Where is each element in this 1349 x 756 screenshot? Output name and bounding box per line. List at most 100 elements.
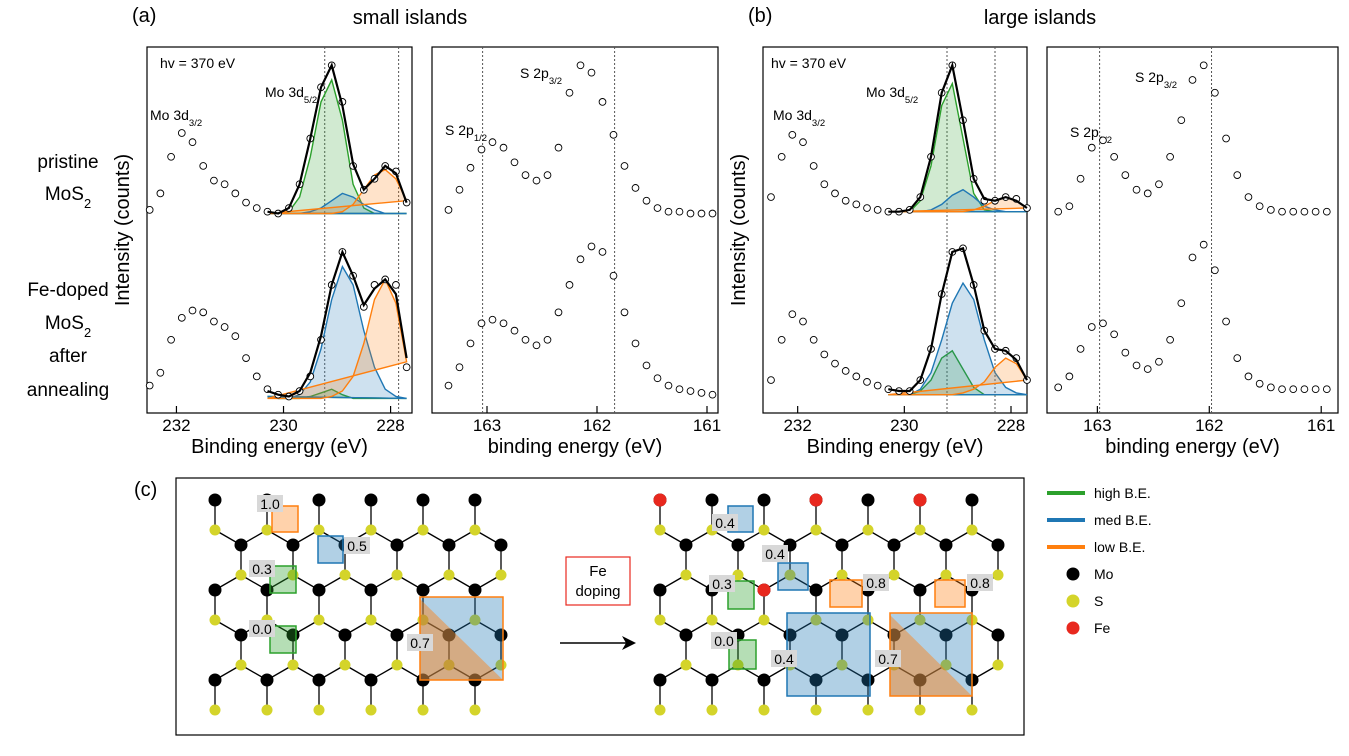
atom — [392, 660, 403, 671]
data-point — [1279, 208, 1286, 215]
data-point — [467, 164, 474, 171]
data-point — [243, 199, 250, 206]
atom — [655, 615, 666, 626]
data-point — [1055, 208, 1062, 215]
data-point — [511, 159, 518, 166]
atom — [914, 494, 927, 507]
legend-swatch — [1067, 595, 1080, 608]
peak-label-main: Mo 3d — [150, 107, 189, 123]
legend-label: S — [1094, 593, 1103, 609]
data-point — [1223, 318, 1230, 325]
plot-frame — [432, 47, 718, 413]
site-label: 0.4 — [765, 546, 785, 562]
data-point — [489, 316, 496, 323]
data-point — [842, 368, 849, 375]
data-point — [821, 181, 828, 188]
data-point — [676, 386, 683, 393]
atom — [470, 525, 481, 536]
legend-label: low B.E. — [1094, 539, 1145, 555]
data-point — [665, 382, 672, 389]
data-point — [403, 364, 410, 371]
data-point — [1323, 386, 1330, 393]
data-point — [544, 172, 551, 179]
y-axis-label: Intensity (counts) — [728, 154, 750, 306]
row-label-sub: 2 — [84, 196, 91, 211]
atom — [288, 660, 299, 671]
atom — [758, 674, 771, 687]
atom — [992, 539, 1005, 552]
data-point — [157, 369, 164, 376]
atom — [680, 539, 693, 552]
atom — [469, 584, 482, 597]
data-point — [1234, 172, 1241, 179]
data-point — [232, 333, 239, 340]
data-point — [522, 172, 529, 179]
data-point — [232, 190, 239, 197]
atom — [365, 584, 378, 597]
data-point — [445, 382, 452, 389]
x-axis-label: binding energy (eV) — [1105, 436, 1280, 458]
data-point — [810, 163, 817, 170]
peak-label-sub: 3/2 — [1164, 80, 1177, 91]
data-point — [842, 197, 849, 204]
site-label: 0.8 — [970, 575, 990, 591]
data-point — [832, 360, 839, 367]
peak-label: hv = 370 eV — [160, 55, 236, 71]
x-axis-label: Binding energy (eV) — [807, 436, 984, 458]
data-point — [200, 309, 207, 316]
data-point — [1133, 362, 1140, 369]
data-point — [853, 201, 860, 208]
data-point — [588, 69, 595, 76]
legend-label: Fe — [1094, 620, 1111, 636]
data-point — [687, 388, 694, 395]
site-label: 0.3 — [252, 561, 272, 577]
data-point — [1100, 320, 1107, 327]
data-point — [168, 336, 175, 343]
site-label: 0.3 — [712, 576, 732, 592]
peak-label: hv = 370 eV — [771, 55, 847, 71]
data-point — [189, 139, 196, 146]
data-point — [1156, 181, 1163, 188]
data-point — [211, 177, 218, 184]
data-point — [522, 336, 529, 343]
atom — [940, 539, 953, 552]
atom — [262, 705, 273, 716]
data-point — [789, 311, 796, 318]
row-label: after — [49, 346, 88, 367]
atom — [706, 674, 719, 687]
legend-swatch — [1067, 568, 1080, 581]
atom — [314, 705, 325, 716]
atom — [707, 705, 718, 716]
atom — [915, 525, 926, 536]
atom — [418, 525, 429, 536]
peak-label: S 2p1/2 — [445, 122, 487, 144]
data-point — [1144, 190, 1151, 197]
data-point — [555, 309, 562, 316]
data-point — [643, 362, 650, 369]
peak-label-sub: 1/2 — [474, 133, 487, 144]
site-label: 0.4 — [774, 651, 794, 667]
x-tick-label: 162 — [1195, 416, 1223, 435]
atom — [261, 674, 274, 687]
data-point — [146, 206, 153, 213]
data-point — [864, 378, 871, 385]
site-label: 0.7 — [878, 651, 898, 667]
data-point — [698, 210, 705, 217]
data-point — [810, 336, 817, 343]
atom — [732, 539, 745, 552]
x-tick-label: 230 — [890, 416, 918, 435]
atom — [758, 584, 771, 597]
data-point — [1301, 208, 1308, 215]
data-point — [1256, 203, 1263, 210]
atom — [495, 539, 508, 552]
data-point — [221, 181, 228, 188]
data-point — [709, 391, 716, 398]
data-point — [1077, 175, 1084, 182]
peak-label-sub: 5/2 — [905, 95, 918, 106]
row-label-main: after — [49, 346, 88, 367]
peak-label-sub: 3/2 — [812, 118, 825, 129]
data-point — [1200, 62, 1207, 69]
atom — [235, 539, 248, 552]
panel-label: (a) — [132, 5, 156, 27]
site-box — [787, 613, 870, 696]
